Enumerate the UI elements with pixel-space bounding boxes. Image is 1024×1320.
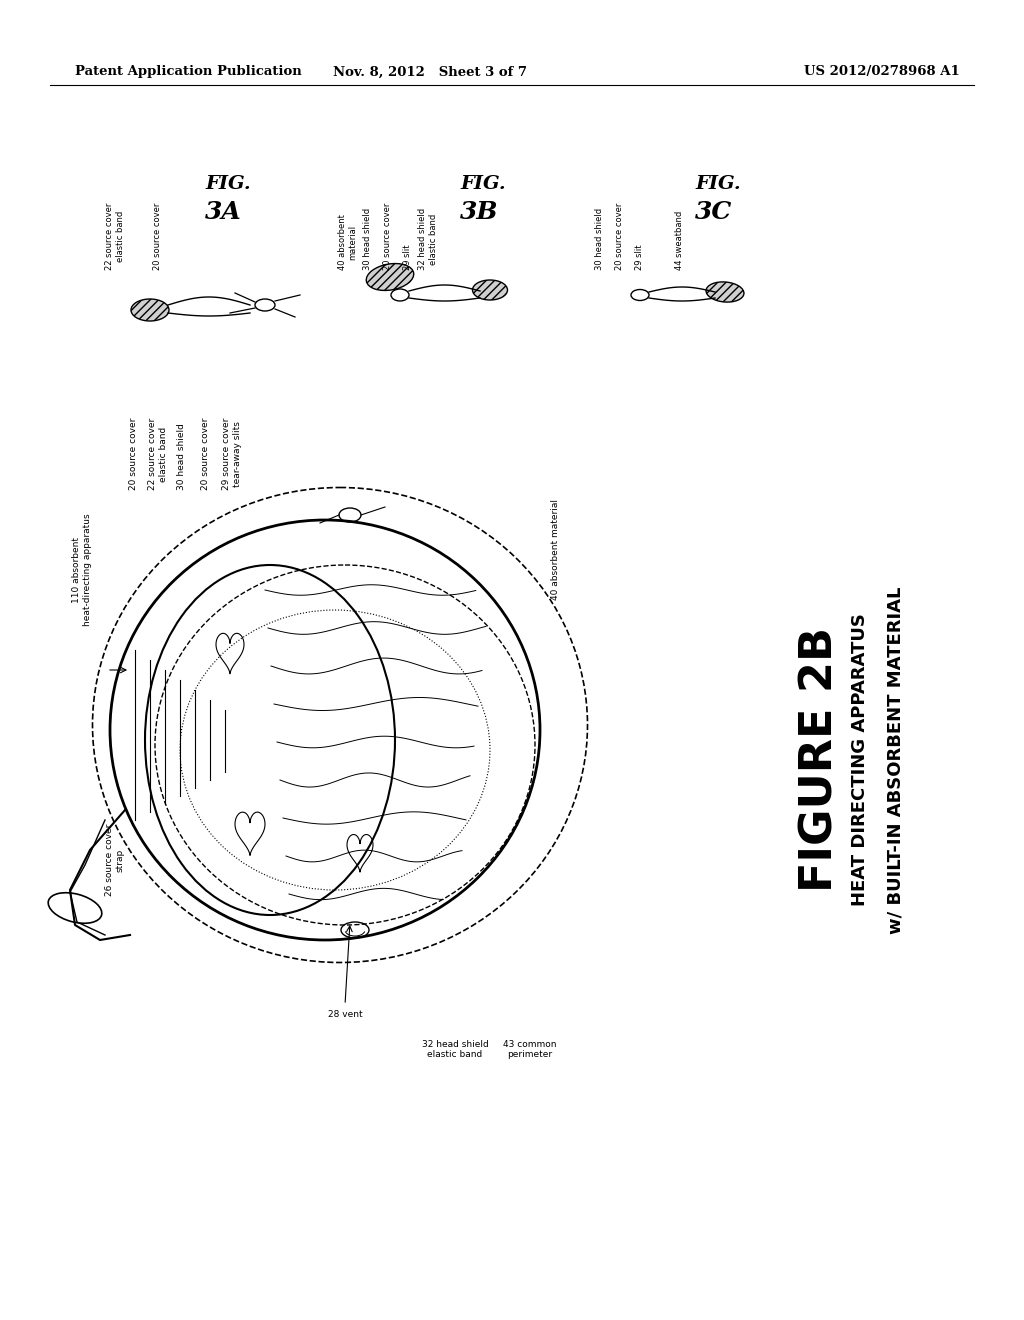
- Text: US 2012/0278968 A1: US 2012/0278968 A1: [804, 66, 961, 78]
- Text: 22 source cover
elastic band: 22 source cover elastic band: [148, 417, 168, 490]
- Ellipse shape: [707, 282, 744, 302]
- Text: 3A: 3A: [205, 201, 242, 224]
- Text: 40 absorbent material: 40 absorbent material: [551, 499, 559, 601]
- Text: FIG.: FIG.: [205, 176, 251, 193]
- Text: FIG.: FIG.: [460, 176, 506, 193]
- Text: 32 head shield
elastic band: 32 head shield elastic band: [422, 1040, 488, 1060]
- Text: 32 head shield
elastic band: 32 head shield elastic band: [418, 207, 437, 271]
- Text: 20 source cover: 20 source cover: [615, 203, 625, 271]
- Text: 30 head shield: 30 head shield: [596, 207, 604, 271]
- Ellipse shape: [472, 280, 508, 300]
- Text: 110 absorbent
heat-directing apparatus: 110 absorbent heat-directing apparatus: [73, 513, 92, 626]
- Text: w/ BUILT-IN ABSORBENT MATERIAL: w/ BUILT-IN ABSORBENT MATERIAL: [886, 586, 904, 933]
- Text: 20 source cover: 20 source cover: [154, 203, 163, 271]
- Text: Patent Application Publication: Patent Application Publication: [75, 66, 302, 78]
- Text: 43 common
perimeter: 43 common perimeter: [503, 1040, 557, 1060]
- Text: 30 head shield: 30 head shield: [177, 424, 186, 490]
- Text: 30 head shield: 30 head shield: [364, 207, 373, 271]
- Text: 40 absorbent
material: 40 absorbent material: [338, 214, 357, 271]
- Text: Nov. 8, 2012   Sheet 3 of 7: Nov. 8, 2012 Sheet 3 of 7: [333, 66, 527, 78]
- Text: 20 source cover: 20 source cover: [128, 417, 137, 490]
- Text: 28 vent: 28 vent: [328, 1010, 362, 1019]
- Ellipse shape: [367, 264, 414, 290]
- Text: FIGURE 2B: FIGURE 2B: [799, 627, 842, 892]
- Text: 20 source cover: 20 source cover: [384, 203, 392, 271]
- Text: 29 slit: 29 slit: [636, 244, 644, 271]
- Text: 20 source cover: 20 source cover: [201, 417, 210, 490]
- Text: 26 source cover
strap: 26 source cover strap: [105, 824, 125, 896]
- Text: 3B: 3B: [460, 201, 499, 224]
- Text: 3C: 3C: [695, 201, 732, 224]
- Text: 29 source cover
tear-away slits: 29 source cover tear-away slits: [222, 417, 242, 490]
- Text: HEAT DIRECTING APPARATUS: HEAT DIRECTING APPARATUS: [851, 614, 869, 907]
- Text: 29 slit: 29 slit: [403, 244, 413, 271]
- Ellipse shape: [131, 300, 169, 321]
- Text: 22 source cover
elastic band: 22 source cover elastic band: [105, 203, 125, 271]
- Text: FIG.: FIG.: [695, 176, 740, 193]
- Text: 44 sweatband: 44 sweatband: [676, 211, 684, 271]
